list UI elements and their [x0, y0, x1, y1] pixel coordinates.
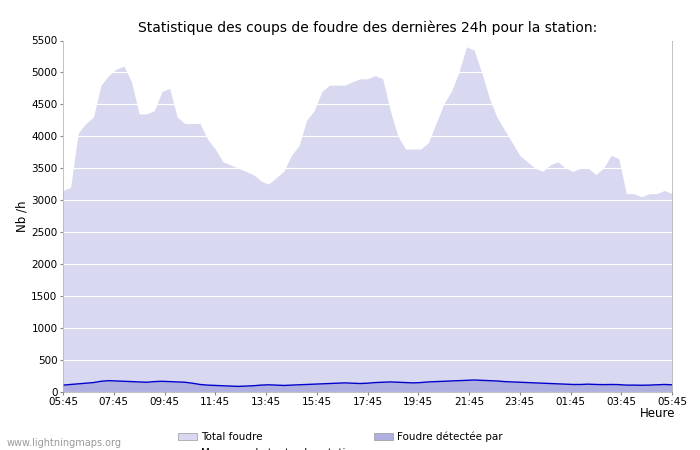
Title: Statistique des coups de foudre des dernières 24h pour la station:: Statistique des coups de foudre des dern…	[138, 21, 597, 35]
Legend: Total foudre, Moyenne de toutes les stations, Foudre détectée par: Total foudre, Moyenne de toutes les stat…	[178, 432, 503, 450]
Text: Heure: Heure	[640, 407, 676, 420]
Text: www.lightningmaps.org: www.lightningmaps.org	[7, 438, 122, 448]
Y-axis label: Nb /h: Nb /h	[15, 200, 29, 232]
